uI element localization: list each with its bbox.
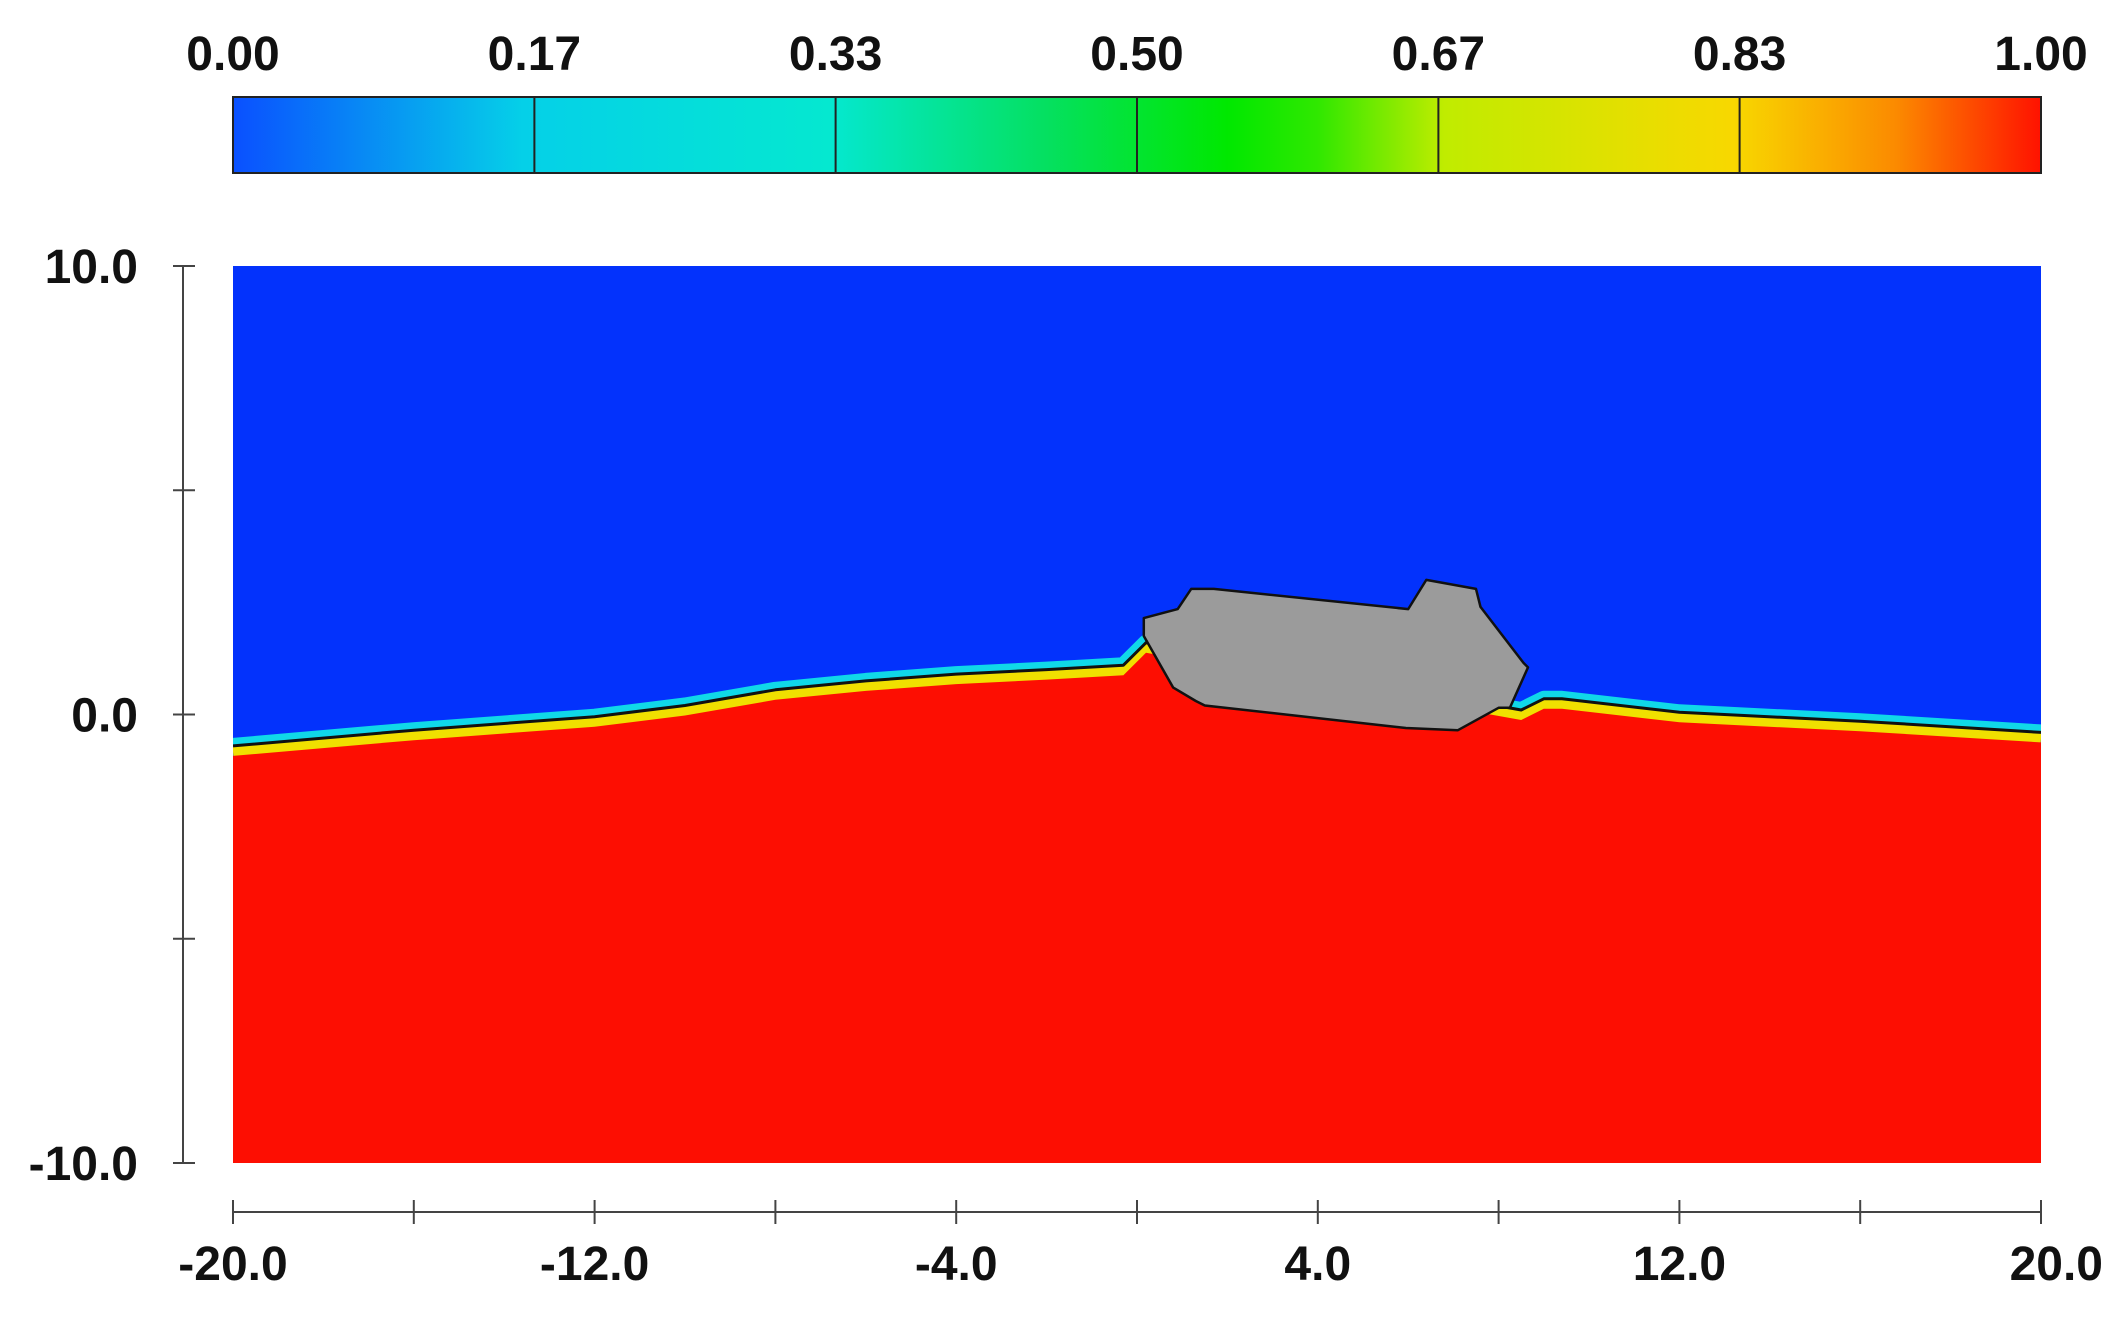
colorbar-tick-label: 0.17 xyxy=(488,28,581,81)
colorbar-tick-label: 1.00 xyxy=(1994,28,2087,81)
colorbar-tick-label: 0.00 xyxy=(186,28,279,81)
x-axis-tick-label: -12.0 xyxy=(540,1238,649,1291)
x-axis-ticks xyxy=(232,1200,2042,1224)
colorbar-tick-label: 0.33 xyxy=(789,28,882,81)
y-axis: 10.0 0.0 -10.0 xyxy=(29,241,195,1191)
y-axis-tick-label: 0.0 xyxy=(71,690,138,743)
x-axis-tick-label: -20.0 xyxy=(178,1238,287,1291)
y-axis-tick-label: 10.0 xyxy=(45,241,138,294)
colorbar-tick-labels: 0.00 0.17 0.33 0.50 0.67 0.83 1.00 xyxy=(186,28,2087,81)
x-axis-tick-label: 12.0 xyxy=(1633,1238,1726,1291)
x-axis-tick-labels: -20.0 -12.0 -4.0 4.0 12.0 20.0 xyxy=(178,1238,2103,1291)
colorbar: 0.00 0.17 0.33 0.50 0.67 0.83 1.00 xyxy=(186,28,2088,174)
colorbar-tick-label: 0.50 xyxy=(1090,28,1183,81)
y-axis-ticks xyxy=(173,265,195,1164)
colorbar-tick-label: 0.67 xyxy=(1392,28,1485,81)
x-axis-tick-label: -4.0 xyxy=(915,1238,998,1291)
floating-body xyxy=(1142,578,1530,732)
x-axis: -20.0 -12.0 -4.0 4.0 12.0 20.0 xyxy=(178,1200,2103,1291)
x-axis-tick-label: 20.0 xyxy=(2010,1238,2103,1291)
x-axis-tick-label: 4.0 xyxy=(1284,1238,1351,1291)
free-surface-line xyxy=(233,641,2041,748)
water-region xyxy=(233,652,2041,1163)
colorbar-tick-label: 0.83 xyxy=(1693,28,1786,81)
y-axis-tick-labels: 10.0 0.0 -10.0 xyxy=(29,241,138,1191)
interface-yellow-band xyxy=(233,643,2041,757)
plot-area xyxy=(233,266,2041,1163)
colorbar-ticks xyxy=(533,97,1741,173)
y-axis-tick-label: -10.0 xyxy=(29,1138,138,1191)
